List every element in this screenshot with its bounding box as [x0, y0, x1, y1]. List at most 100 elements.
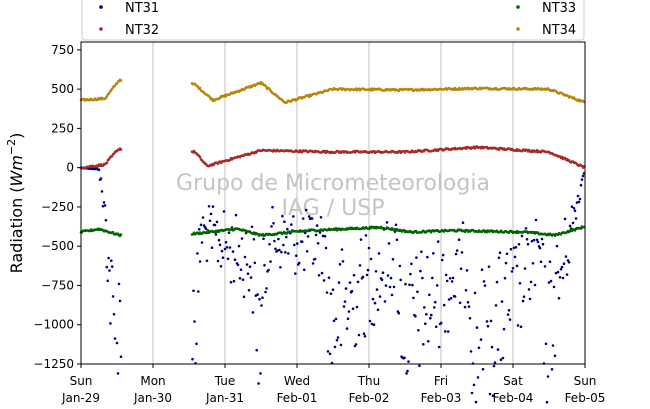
data-point-nt31	[231, 250, 235, 253]
data-point-nt31	[100, 190, 104, 193]
data-point-nt31	[417, 329, 420, 332]
data-point-nt31	[304, 208, 308, 212]
data-point-nt31	[335, 338, 339, 342]
data-point-nt31	[531, 262, 535, 265]
data-point-nt31	[283, 220, 286, 223]
y-tick-label: −1000	[33, 318, 74, 332]
data-point-nt31	[421, 276, 424, 280]
data-point-nt32	[198, 155, 202, 159]
data-point-nt31	[354, 343, 358, 346]
y-tick-label: 250	[51, 121, 74, 135]
data-point-nt31	[459, 267, 463, 271]
data-point-nt31	[253, 261, 257, 265]
data-point-nt31	[193, 320, 196, 323]
data-point-nt32	[119, 148, 123, 151]
data-point-nt31	[541, 242, 545, 246]
data-point-nt31	[258, 297, 261, 301]
data-point-nt31	[276, 249, 279, 252]
data-point-nt31	[285, 235, 288, 239]
data-point-nt31	[233, 258, 237, 262]
x-tick-label-date: Feb-03	[421, 391, 462, 405]
x-tick-label-date: Feb-02	[349, 391, 390, 405]
data-point-nt31	[439, 321, 443, 325]
data-point-nt31	[535, 238, 539, 242]
data-point-nt31	[514, 246, 518, 249]
data-point-nt31	[533, 283, 537, 287]
data-point-nt31	[348, 281, 352, 284]
data-point-nt31	[106, 279, 109, 283]
data-point-nt31	[391, 257, 395, 261]
data-point-nt31	[469, 350, 473, 353]
data-point-nt31	[241, 278, 245, 282]
data-point-nt31	[559, 268, 563, 271]
data-point-nt31	[422, 343, 425, 346]
data-point-nt31	[327, 276, 331, 280]
data-point-nt31	[374, 270, 378, 273]
data-point-nt31	[394, 223, 398, 227]
data-point-nt31	[518, 282, 522, 285]
data-point-nt34	[113, 84, 117, 88]
data-point-nt31	[246, 272, 250, 276]
data-point-nt31	[279, 266, 282, 269]
data-point-nt31	[485, 320, 489, 323]
data-point-nt31	[311, 262, 315, 265]
data-point-nt31	[476, 376, 480, 379]
data-point-nt31	[547, 281, 551, 284]
data-point-nt31	[293, 243, 296, 247]
watermark-line-1: Grupo de Micrometeorologia	[176, 171, 490, 196]
data-point-nt31	[213, 223, 217, 227]
data-point-nt31	[201, 216, 205, 219]
data-point-nt31	[408, 283, 411, 287]
data-point-nt31	[364, 234, 368, 237]
x-tick-label-date: Feb-04	[493, 391, 534, 405]
data-point-nt31	[556, 270, 560, 274]
data-point-nt31	[487, 265, 491, 269]
data-point-nt31	[344, 287, 348, 290]
data-point-nt31	[220, 249, 224, 253]
data-point-nt31	[207, 205, 211, 208]
data-point-nt31	[384, 284, 388, 287]
data-point-nt31	[218, 243, 222, 247]
data-point-nt31	[108, 269, 111, 272]
data-point-nt33	[579, 227, 583, 230]
data-point-nt31	[310, 217, 314, 220]
data-point-nt31	[436, 240, 440, 243]
x-tick-label-day: Wed	[284, 374, 310, 388]
data-point-nt31	[281, 214, 284, 218]
x-tick-label-day: Thu	[357, 374, 381, 388]
data-point-nt31	[490, 345, 494, 349]
data-point-nt31	[477, 346, 481, 350]
data-point-nt31	[345, 327, 349, 330]
data-point-nt31	[264, 290, 267, 294]
y-tick-label: −1250	[33, 357, 74, 371]
data-point-nt31	[498, 251, 502, 254]
x-tick-label-day: Sun	[574, 374, 597, 388]
data-point-nt31	[473, 291, 477, 295]
data-point-nt31	[318, 231, 322, 234]
data-point-nt31	[286, 227, 289, 231]
data-point-nt31	[512, 246, 516, 250]
data-point-nt31	[341, 260, 345, 263]
data-point-nt31	[448, 277, 452, 280]
data-point-nt31	[563, 217, 567, 221]
data-point-nt31	[250, 225, 254, 229]
data-point-nt31	[540, 237, 544, 241]
data-point-nt31	[536, 240, 540, 244]
data-point-nt31	[376, 308, 380, 312]
legend-marker-nt33	[516, 5, 520, 9]
data-point-nt31	[499, 358, 503, 362]
data-point-nt31	[104, 219, 108, 222]
data-point-nt31	[483, 284, 487, 287]
data-point-nt31	[355, 305, 359, 309]
data-point-nt31	[219, 265, 223, 268]
data-point-nt31	[551, 344, 555, 347]
data-point-nt31	[395, 238, 399, 241]
data-point-nt31	[528, 297, 532, 301]
data-point-nt31	[350, 289, 354, 293]
data-point-nt31	[251, 311, 255, 314]
data-point-nt34	[307, 95, 311, 98]
data-point-nt31	[440, 258, 444, 262]
data-point-nt31	[530, 239, 534, 243]
data-point-nt31	[113, 337, 117, 340]
watermark-line-2: IAG / USP	[282, 196, 385, 221]
